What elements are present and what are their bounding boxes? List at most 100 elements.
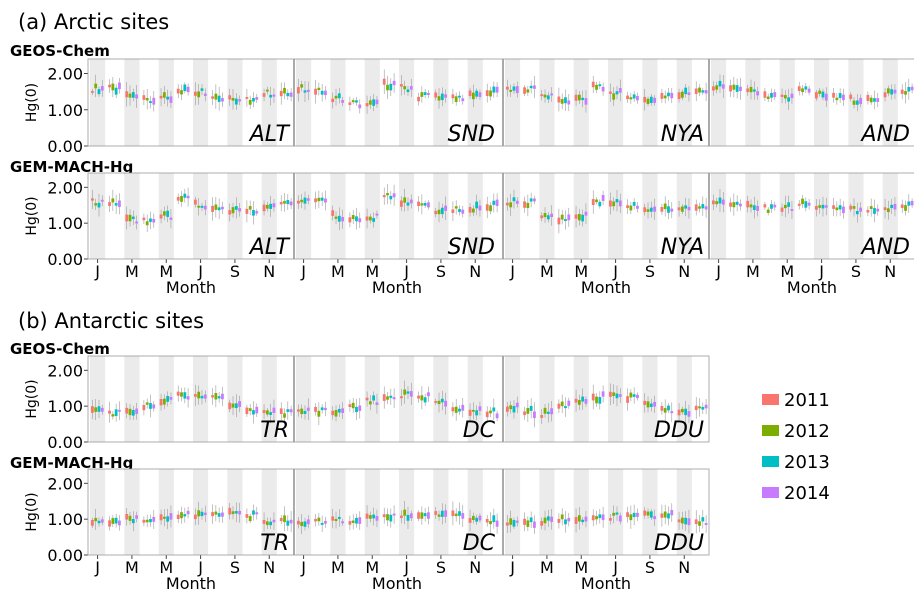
- box-2011: [176, 514, 180, 519]
- box-2014: [461, 98, 465, 102]
- x-tick-label: S: [230, 558, 240, 577]
- box-2014: [824, 93, 828, 101]
- box-2011: [849, 94, 853, 99]
- row-frame: [87, 58, 914, 147]
- box-2013: [752, 89, 756, 92]
- month-shade: [848, 59, 864, 146]
- box-2014: [100, 86, 104, 91]
- box-2014: [289, 409, 293, 413]
- box-2013: [598, 514, 602, 519]
- box-2012: [543, 94, 547, 98]
- box-2014: [135, 408, 138, 414]
- box-2013: [234, 403, 238, 409]
- box-2011: [279, 517, 283, 522]
- box-2011: [506, 522, 509, 526]
- box-2012: [629, 205, 633, 211]
- box-2014: [324, 90, 327, 96]
- box-2012: [420, 512, 424, 519]
- box-2013: [873, 208, 876, 214]
- month-shade: [90, 469, 106, 555]
- box-2014: [636, 95, 639, 101]
- box-2014: [687, 411, 691, 417]
- legend-swatch: [762, 487, 779, 498]
- box-2014: [324, 198, 327, 203]
- box-2014: [238, 510, 241, 515]
- box-2013: [615, 91, 619, 95]
- box-2013: [183, 84, 187, 92]
- box-2012: [680, 517, 684, 524]
- box-2014: [842, 94, 845, 101]
- x-tick-label: J: [403, 558, 409, 577]
- month-shade: [711, 59, 727, 146]
- site-label: NYA: [661, 122, 704, 147]
- box-2011: [382, 78, 386, 85]
- x-tick-label: J: [300, 262, 306, 281]
- box-2011: [523, 87, 526, 94]
- site-label: DC: [463, 418, 496, 443]
- box-2011: [434, 92, 438, 98]
- box-2014: [341, 408, 344, 413]
- box-2012: [231, 97, 235, 101]
- box-2013: [183, 193, 187, 198]
- box-2014: [186, 195, 190, 199]
- box-2012: [680, 408, 684, 413]
- box-2011: [108, 202, 111, 206]
- box-2011: [434, 210, 438, 215]
- month-shade: [676, 356, 692, 442]
- box-2011: [626, 512, 629, 518]
- box-2014: [670, 411, 674, 414]
- box-2011: [677, 519, 681, 523]
- x-axis-title: Month: [581, 574, 631, 591]
- box-2013: [804, 201, 808, 208]
- box-2011: [832, 92, 835, 98]
- box-2013: [649, 207, 653, 212]
- box-2013: [632, 394, 636, 397]
- box-2012: [612, 512, 616, 516]
- box-2012: [368, 216, 372, 221]
- month-shade: [261, 173, 277, 259]
- box-2014: [358, 218, 362, 223]
- box-2013: [458, 511, 461, 516]
- box-2013: [667, 206, 670, 213]
- box-2011: [365, 103, 369, 107]
- box-2012: [248, 408, 252, 411]
- x-tick-label: J: [509, 262, 515, 281]
- box-2012: [197, 205, 201, 208]
- x-tick-label: M: [540, 262, 554, 281]
- box-2013: [770, 92, 773, 98]
- box-2014: [704, 404, 708, 409]
- box-2012: [300, 521, 304, 527]
- box-2012: [766, 96, 770, 100]
- box-2012: [698, 521, 701, 526]
- box-2013: [114, 517, 118, 524]
- month-shade: [158, 59, 174, 146]
- x-tick-label: M: [125, 262, 139, 281]
- box-2014: [341, 217, 344, 222]
- box-2011: [228, 95, 232, 100]
- box-2013: [546, 411, 550, 414]
- box-2014: [152, 97, 156, 105]
- box-2013: [423, 397, 427, 403]
- y-tick-label: 1.00: [47, 214, 83, 233]
- month-shade: [711, 173, 727, 259]
- month-shade: [399, 59, 415, 146]
- x-tick-label: M: [780, 262, 794, 281]
- box-2012: [128, 408, 132, 416]
- box-2013: [598, 84, 602, 87]
- box-2011: [108, 520, 111, 527]
- month-shade: [779, 173, 795, 259]
- x-axis-title: Month: [166, 574, 216, 591]
- box-2013: [701, 407, 705, 410]
- box-2014: [584, 399, 588, 404]
- box-2011: [557, 403, 561, 409]
- x-tick-label: J: [403, 262, 409, 281]
- box-2014: [670, 92, 674, 99]
- legend-item-2011: 2011: [762, 390, 830, 411]
- box-2014: [289, 92, 293, 97]
- box-2014: [392, 397, 396, 400]
- box-2013: [372, 217, 376, 222]
- month-shade: [814, 173, 830, 259]
- box-2013: [114, 409, 118, 416]
- panel-nya: NYA: [502, 59, 708, 147]
- box-2013: [458, 209, 461, 212]
